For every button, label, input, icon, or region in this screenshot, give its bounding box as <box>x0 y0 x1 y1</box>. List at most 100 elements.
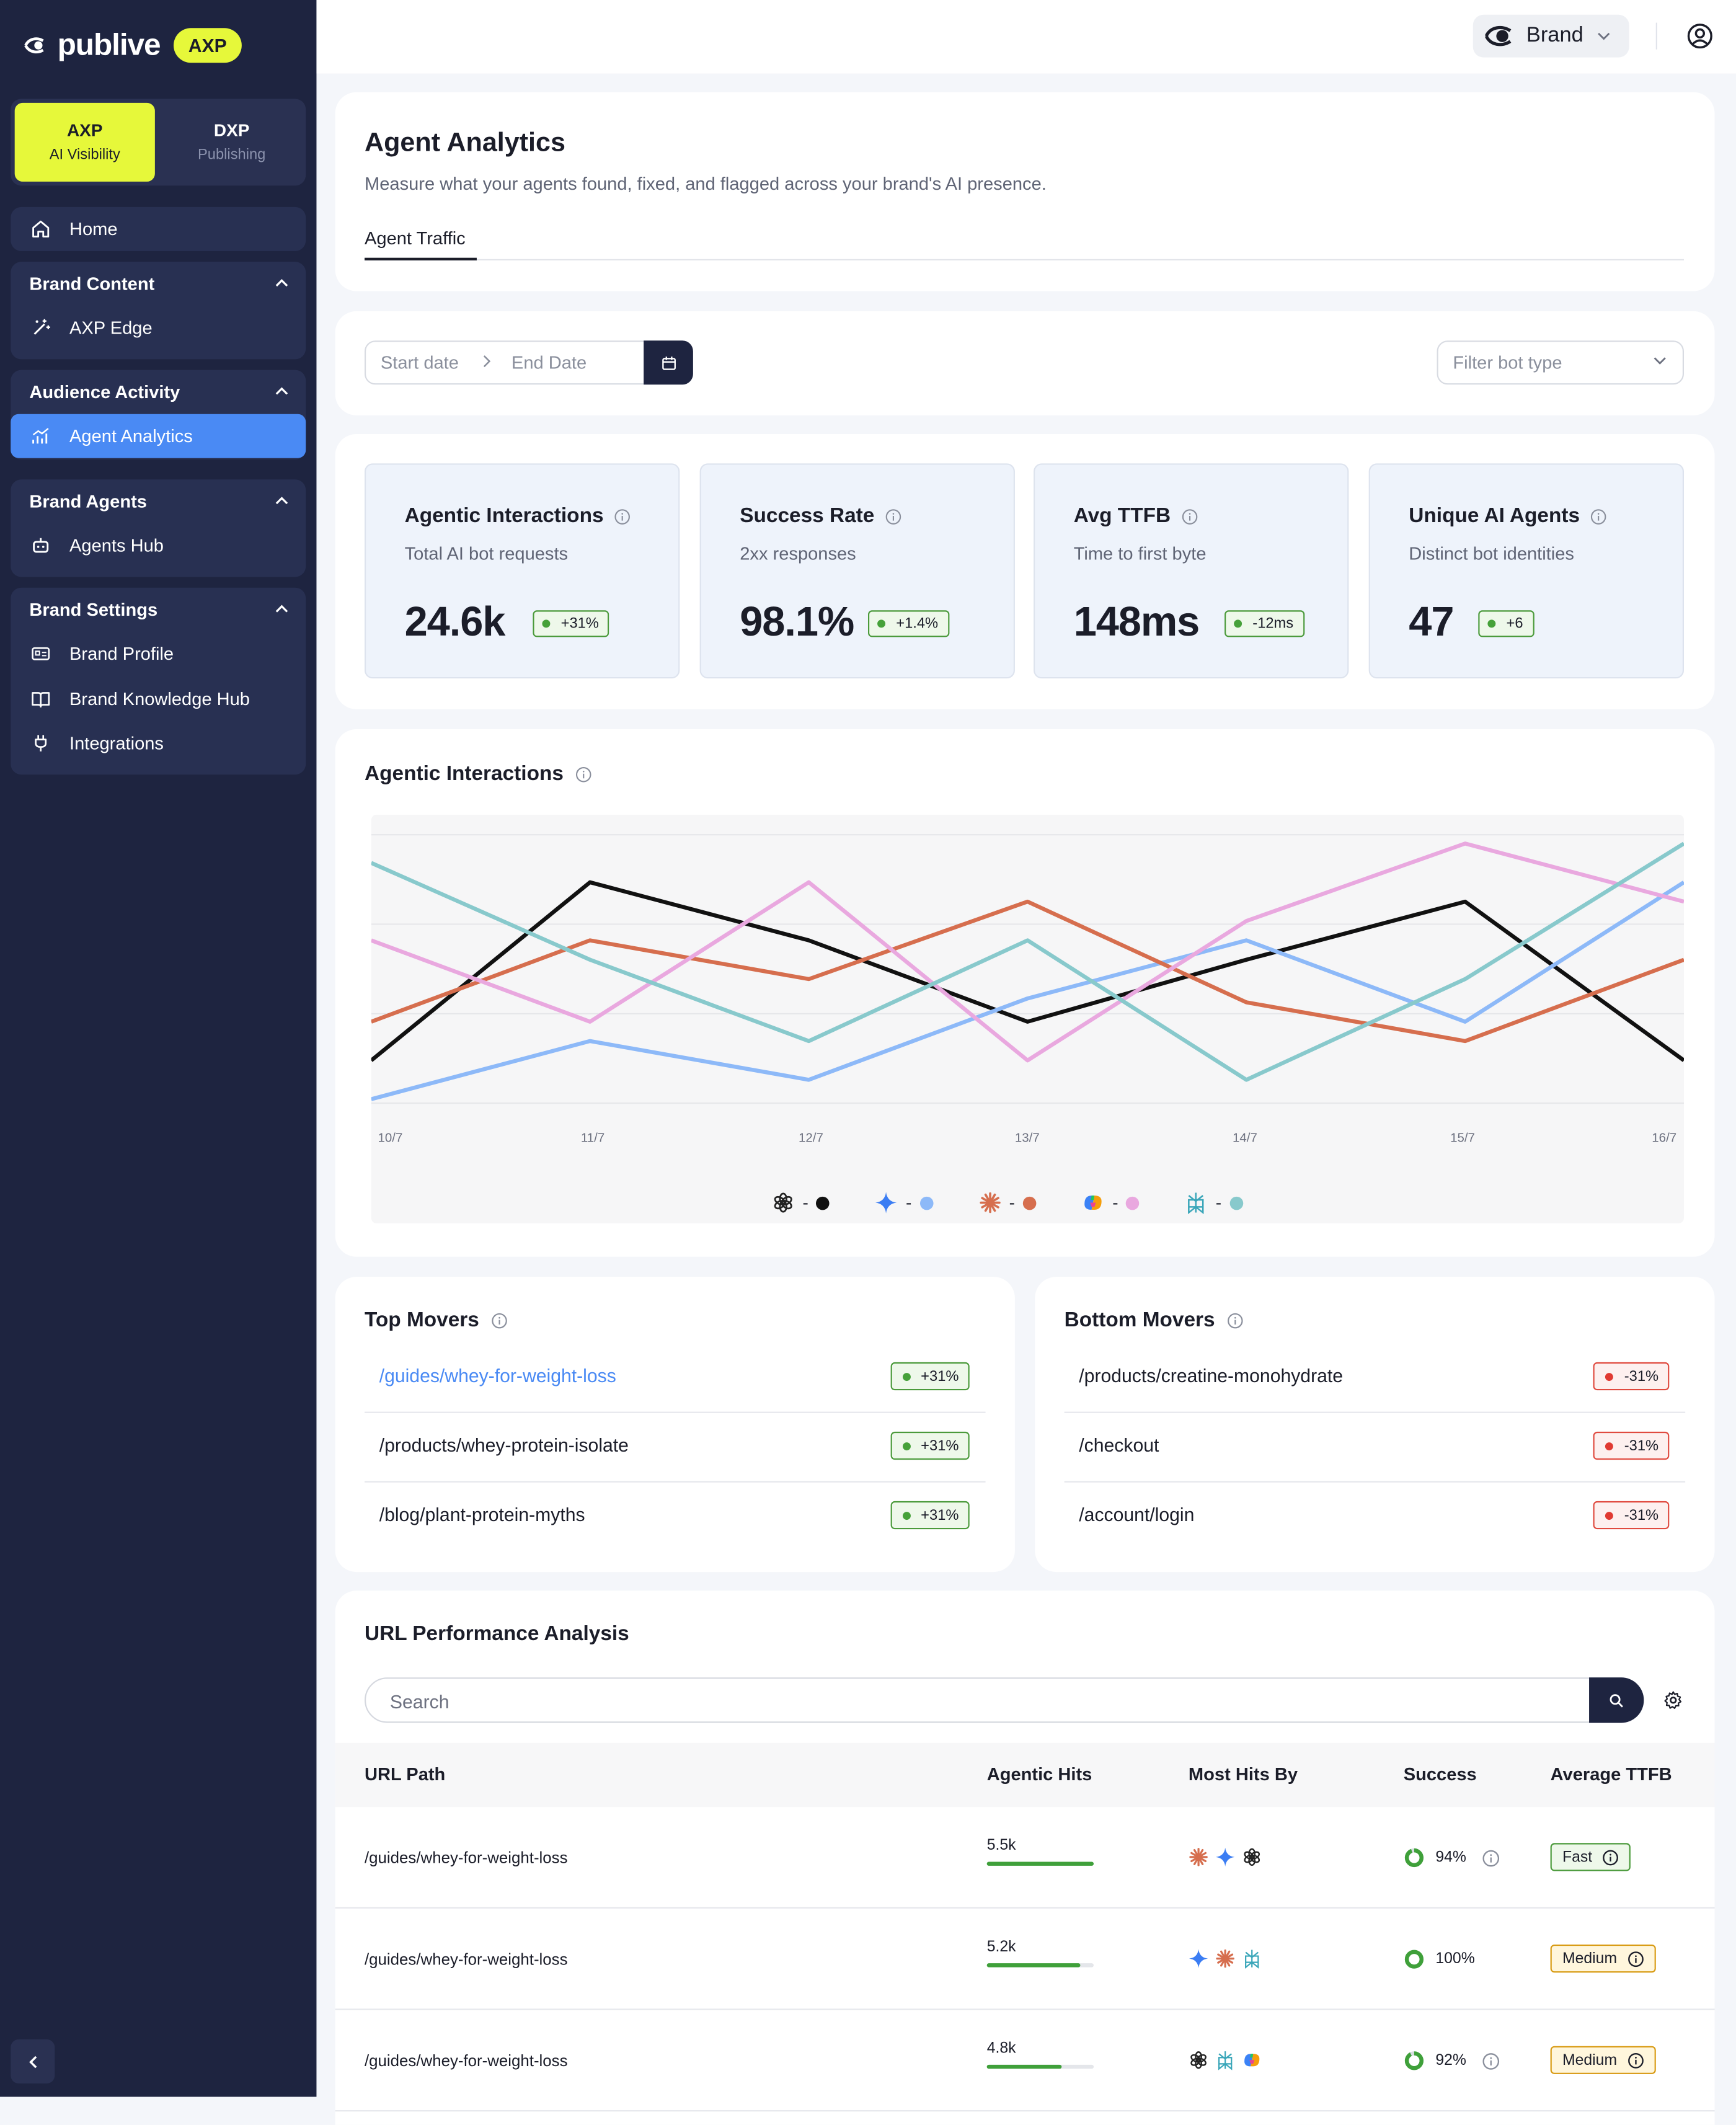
top-mover-row[interactable]: /blog/plant-protein-myths +31% <box>365 1483 986 1552</box>
success-value: 92% <box>1435 2052 1466 2069</box>
stat-value: 148ms <box>1073 598 1200 645</box>
user-account-icon[interactable] <box>1686 23 1713 50</box>
bot-type-filter[interactable]: Filter bot type <box>1437 340 1684 385</box>
positive-dot-icon <box>1487 619 1496 628</box>
info-icon[interactable] <box>614 509 631 525</box>
table-row[interactable]: /guides/whey-for-weight-loss 4.8k 92% Mediu… <box>335 2010 1715 2112</box>
sidebar-item-agents-hub[interactable]: Agents Hub <box>11 523 306 567</box>
url-path-cell[interactable]: /guides/whey-for-weight-loss <box>364 1950 568 1969</box>
info-icon[interactable] <box>575 766 591 783</box>
calendar-button[interactable] <box>644 340 693 385</box>
bot-type-filter-placeholder: Filter bot type <box>1453 352 1562 373</box>
info-icon[interactable] <box>1628 1951 1644 1967</box>
brand-selector[interactable]: Brand <box>1472 14 1629 58</box>
settings-gear-icon[interactable] <box>1664 1691 1683 1710</box>
sidebar-item-integrations[interactable]: Integrations <box>11 721 306 765</box>
sidebar-item-home[interactable]: Home <box>11 207 306 251</box>
mode-axp[interactable]: AXP AI Visibility <box>14 102 155 182</box>
section-title: Brand Settings <box>29 598 158 619</box>
sidebar-item-agent-analytics[interactable]: Agent Analytics <box>11 414 306 458</box>
mode-dxp[interactable]: DXP Publishing <box>162 103 302 182</box>
top-movers-title: Top Movers <box>364 1308 479 1332</box>
legend-item[interactable]: - <box>772 1191 830 1214</box>
info-icon[interactable] <box>1482 2052 1500 2069</box>
info-icon[interactable] <box>1482 1849 1500 1866</box>
series-line-claude[interactable] <box>371 899 1684 1044</box>
url-path-cell[interactable]: /guides/whey-for-weight-loss <box>364 2051 568 2070</box>
logo[interactable]: publive AXP <box>23 27 242 63</box>
bottom-mover-row[interactable]: /checkout -31% <box>1064 1413 1686 1483</box>
legend-separator: - <box>906 1192 912 1213</box>
series-line-perplexity[interactable] <box>371 841 1684 1082</box>
mover-path[interactable]: /products/creatine-monohydrate <box>1079 1365 1344 1386</box>
legend-item[interactable]: - <box>978 1191 1037 1214</box>
mover-path[interactable]: /products/whey-protein-isolate <box>379 1434 629 1456</box>
search-button[interactable] <box>1589 1677 1644 1723</box>
success-cell: 94% <box>1404 1847 1500 1868</box>
positive-dot-icon <box>877 619 885 628</box>
claude-icon <box>979 1192 1001 1213</box>
column-header-most-hits-by[interactable]: Most Hits By <box>1188 1764 1298 1785</box>
info-icon[interactable] <box>1628 2052 1644 2068</box>
bottom-mover-row[interactable]: /account/login -31% <box>1065 1483 1686 1552</box>
column-header-success[interactable]: Success <box>1403 1764 1477 1785</box>
start-date-input[interactable]: Start date <box>380 352 459 373</box>
info-icon[interactable] <box>1181 509 1197 525</box>
analytics-icon <box>29 425 50 446</box>
section-header-audience-activity[interactable]: Audience Activity <box>29 378 290 405</box>
hits-progress-fill <box>986 2064 1062 2069</box>
stat-delta-badge: +31% <box>533 610 610 637</box>
tab-agent-traffic[interactable]: Agent Traffic <box>364 228 466 249</box>
stat-description: Distinct bot identities <box>1409 543 1574 564</box>
info-icon[interactable] <box>885 509 901 525</box>
bottom-mover-row[interactable]: /products/creatine-monohydrate -31% <box>1064 1344 1686 1413</box>
delta-badge: -31% <box>1593 1431 1670 1460</box>
column-header-url-path[interactable]: URL Path <box>364 1764 446 1785</box>
table-row[interactable]: /guides/whey-for-weight-loss 5.2k 100% Medi… <box>335 1909 1715 2010</box>
series-line-gemini[interactable] <box>371 881 1684 1101</box>
info-icon[interactable] <box>1603 1849 1619 1865</box>
column-header-agentic-hits[interactable]: Agentic Hits <box>986 1764 1092 1785</box>
top-mover-row[interactable]: /guides/whey-for-weight-loss +31% <box>364 1344 986 1413</box>
bottom-movers-card: Bottom Movers /products/creatine-monohyd… <box>1035 1277 1715 1573</box>
sidebar-item-brand-knowledge-hub[interactable]: Brand Knowledge Hub <box>11 677 306 721</box>
top-movers-card: Top Movers /guides/whey-for-weight-loss … <box>335 1277 1015 1573</box>
section-header-brand-agents[interactable]: Brand Agents <box>29 487 290 514</box>
table-row[interactable]: /guides/whey-for-weight-loss 5.5k 94% Fast <box>335 1807 1715 1909</box>
date-range-picker[interactable]: Start date End Date <box>364 340 693 385</box>
chevron-up-icon <box>275 387 288 395</box>
end-date-input[interactable]: End Date <box>511 352 587 373</box>
section-header-brand-settings[interactable]: Brand Settings <box>29 596 290 623</box>
collapse-sidebar-button[interactable] <box>11 2039 55 2083</box>
sidebar-item-axp-edge[interactable]: AXP Edge <box>11 306 306 350</box>
legend-item[interactable]: - <box>875 1191 933 1214</box>
section-header-brand-content[interactable]: Brand Content <box>29 270 290 296</box>
most-hits-by-icons <box>1189 1948 1262 1969</box>
info-icon[interactable] <box>491 1313 507 1329</box>
stat-delta: +31% <box>560 615 599 632</box>
ttfb-value: Fast <box>1562 1848 1593 1865</box>
info-icon[interactable] <box>1227 1313 1243 1329</box>
search-input[interactable]: Search <box>364 1677 1644 1723</box>
stat-value: 98.1% <box>740 598 854 645</box>
mover-path[interactable]: /checkout <box>1079 1434 1159 1456</box>
series-line-chatgpt[interactable] <box>371 880 1684 1062</box>
stat-unique-ai-agents: Unique AI Agents Distinct bot identities… <box>1368 463 1684 679</box>
mover-path-link[interactable]: /guides/whey-for-weight-loss <box>379 1365 616 1386</box>
most-hits-by-icons <box>1189 2050 1262 2070</box>
legend-item[interactable]: - <box>1185 1191 1243 1214</box>
product-badge: AXP <box>174 27 242 63</box>
url-path-cell[interactable]: /guides/whey-for-weight-loss <box>364 1848 568 1868</box>
success-cell: 92% <box>1404 2050 1500 2071</box>
column-header-average-ttfb[interactable]: Average TTFB <box>1550 1764 1672 1785</box>
top-mover-row[interactable]: /products/whey-protein-isolate +31% <box>364 1413 986 1483</box>
mover-path[interactable]: /blog/plant-protein-myths <box>379 1504 585 1525</box>
sidebar-item-brand-profile[interactable]: Brand Profile <box>11 632 306 676</box>
positive-dot-icon <box>902 1511 910 1519</box>
info-icon[interactable] <box>1590 509 1606 525</box>
legend-item[interactable]: - <box>1082 1191 1140 1214</box>
series-line-copilot[interactable] <box>371 841 1684 1063</box>
mover-path[interactable]: /account/login <box>1079 1504 1195 1525</box>
gemini-icon <box>1216 1847 1235 1867</box>
legend-separator: - <box>802 1192 808 1213</box>
